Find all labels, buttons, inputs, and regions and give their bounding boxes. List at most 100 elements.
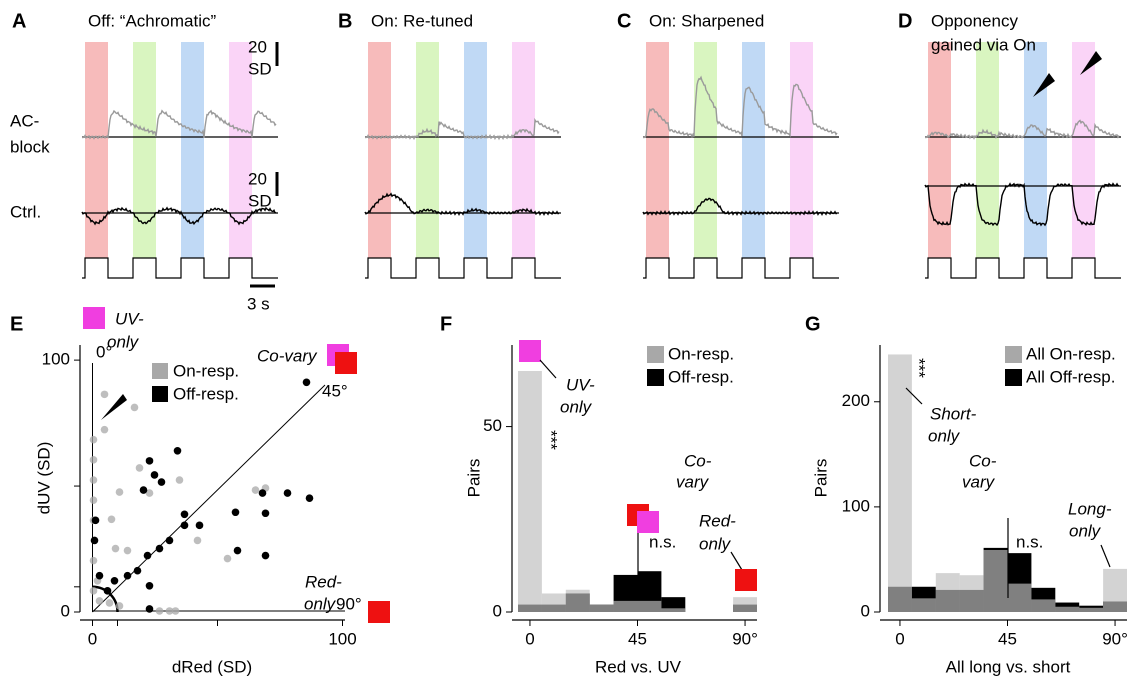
stimulus-band — [928, 42, 951, 258]
row-label: block — [10, 137, 50, 156]
scatter-point — [261, 509, 270, 518]
scatter-point — [89, 587, 98, 595]
annotation-line — [730, 551, 743, 571]
stimulus-trace — [365, 257, 561, 279]
stimulus-band — [416, 42, 439, 258]
scatter-point — [155, 544, 164, 553]
stimulus-trace — [643, 257, 839, 279]
scatter-point — [89, 456, 98, 464]
scatter-point — [171, 607, 180, 615]
scatter-point — [91, 516, 100, 525]
scale-label: 20 — [248, 37, 267, 56]
control-trace — [642, 197, 838, 216]
legend-swatch — [647, 369, 664, 386]
annotation: n.s. — [649, 532, 676, 551]
histogram-bar — [565, 589, 590, 612]
arrowhead — [1080, 51, 1102, 75]
panel-title: gained via On — [931, 35, 1036, 54]
marker-square — [335, 352, 357, 374]
histogram-bar — [661, 608, 686, 612]
annotation: only — [560, 397, 593, 416]
stimulus-band — [181, 42, 204, 258]
scale-label: SD — [248, 59, 272, 78]
scatter-point — [133, 566, 142, 575]
legend-label: On-resp. — [173, 361, 239, 380]
control-trace — [924, 182, 1120, 227]
x-axis-label: Red vs. UV — [595, 657, 682, 676]
scatter-point — [103, 587, 112, 595]
trace-panel: C On: Sharpened — [617, 10, 839, 279]
annotation: UV- — [566, 375, 595, 394]
scatter-point — [261, 551, 270, 560]
histogram-bar — [888, 354, 912, 612]
scatter-point — [145, 457, 154, 465]
annotation: 45° — [322, 381, 348, 400]
arrowhead — [101, 394, 127, 420]
annotation: Red- — [699, 511, 736, 530]
panel-title: On: Re-tuned — [371, 11, 473, 30]
legend-swatch — [1005, 346, 1022, 363]
stimulus-band — [790, 42, 813, 258]
scatter-point — [89, 435, 98, 444]
histogram-bar — [1103, 568, 1127, 612]
marker-square — [519, 340, 541, 362]
annotation: Short- — [930, 404, 977, 423]
panel-letter: B — [338, 10, 352, 32]
scatter-point — [123, 546, 132, 555]
scatter-point — [100, 390, 109, 399]
stimulus-band — [694, 42, 717, 258]
annotation: n.s. — [1016, 532, 1043, 551]
annotation: vary — [676, 472, 710, 491]
annotation: only — [107, 332, 140, 351]
scatter-point — [89, 476, 98, 484]
scatter-point — [100, 425, 109, 434]
scatter-point — [195, 521, 204, 530]
histogram-bar — [518, 370, 542, 612]
y-axis-label: Pairs — [464, 459, 483, 498]
histogram-bar — [1079, 607, 1104, 612]
stimulus-band — [1072, 42, 1095, 258]
scatter-point — [231, 508, 240, 517]
scatter-point — [251, 486, 260, 494]
y-tick-label: 100 — [42, 350, 70, 369]
scatter-point — [110, 576, 119, 585]
annotation: 0° — [96, 342, 112, 361]
legend-swatch — [152, 363, 168, 379]
histogram-bar — [733, 597, 757, 612]
legend-swatch — [1005, 369, 1022, 386]
annotation: UV- — [115, 309, 144, 328]
y-tick-label: 50 — [483, 416, 502, 435]
annotation: *** — [542, 430, 561, 450]
x-tick-label: 0 — [88, 629, 97, 648]
legend-label: On-resp. — [668, 344, 734, 363]
stimulus-band — [976, 42, 999, 258]
stimulus-band — [646, 42, 669, 258]
annotation: Co- — [684, 451, 712, 470]
legend-label: All Off-resp. — [1026, 367, 1115, 386]
scatter-point — [115, 488, 124, 496]
histogram-bar — [613, 600, 638, 612]
scatter-point — [143, 551, 152, 560]
panel-letter: G — [805, 313, 821, 335]
x-tick-label: 0 — [525, 629, 534, 648]
annotation: vary — [962, 472, 996, 491]
y-tick-label: 200 — [842, 391, 870, 410]
x-axis-label: dRed (SD) — [172, 657, 252, 676]
legend-swatch — [152, 386, 168, 402]
marker-square — [637, 511, 659, 533]
trace-panel: B On: Re-tuned — [338, 10, 561, 279]
scatter-point — [105, 599, 114, 607]
y-tick-label: 0 — [861, 601, 870, 620]
scatter-point — [123, 571, 132, 580]
scatter-point — [145, 605, 154, 613]
scatter-point — [157, 478, 166, 486]
annotation: Red- — [305, 572, 342, 591]
x-tick-label: 90° — [732, 629, 758, 648]
annotation-line — [905, 387, 923, 405]
trace-panel: A Off: “Achromatic” — [12, 10, 278, 279]
legend-label: Off-resp. — [668, 367, 734, 386]
scatter-point — [223, 554, 232, 563]
ac-block-trace — [81, 109, 277, 140]
scatter-point — [89, 496, 98, 504]
